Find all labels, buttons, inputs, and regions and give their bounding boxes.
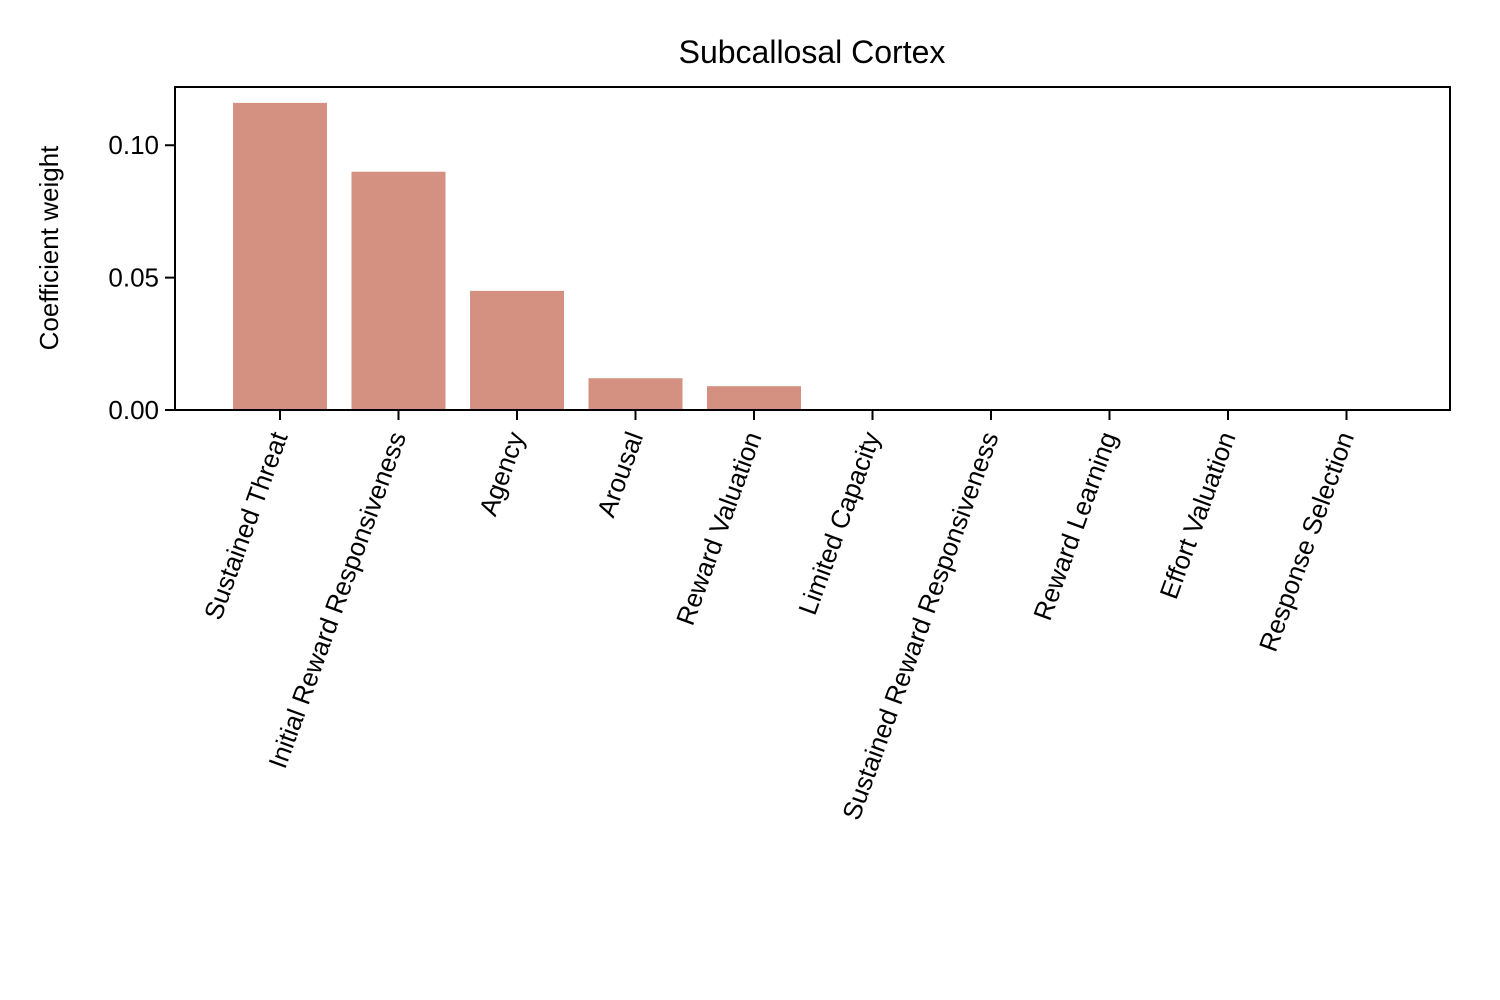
plot-frame	[174, 86, 1451, 411]
y-tick-label: 0.10	[108, 130, 159, 160]
x-tick-label: Reward Learning	[1027, 428, 1123, 624]
bar	[233, 102, 327, 410]
y-tick-label: 0.00	[108, 395, 159, 425]
x-tick-label: Agency	[473, 428, 531, 520]
bar	[707, 386, 801, 410]
bar	[351, 171, 446, 410]
x-tick-label: Response Selection	[1253, 428, 1360, 656]
x-tick-label: Limited Capacity	[792, 428, 886, 619]
bar	[588, 378, 683, 410]
x-tick-label: Sustained Threat	[198, 427, 294, 624]
y-tick-label: 0.05	[108, 263, 159, 293]
x-tick-label: Arousal	[591, 428, 649, 521]
x-tick-label: Initial Reward Responsiveness	[262, 428, 412, 772]
bar	[470, 290, 564, 410]
x-tick-label: Effort Valuation	[1153, 428, 1241, 603]
bars-group	[233, 102, 801, 410]
y-axis: 0.00 0.05 0.10	[108, 130, 175, 425]
x-tick-label: Reward Valuation	[670, 428, 768, 629]
chart-title: Subcallosal Cortex	[679, 34, 946, 70]
y-axis-label: Coefficient weight	[34, 145, 64, 351]
